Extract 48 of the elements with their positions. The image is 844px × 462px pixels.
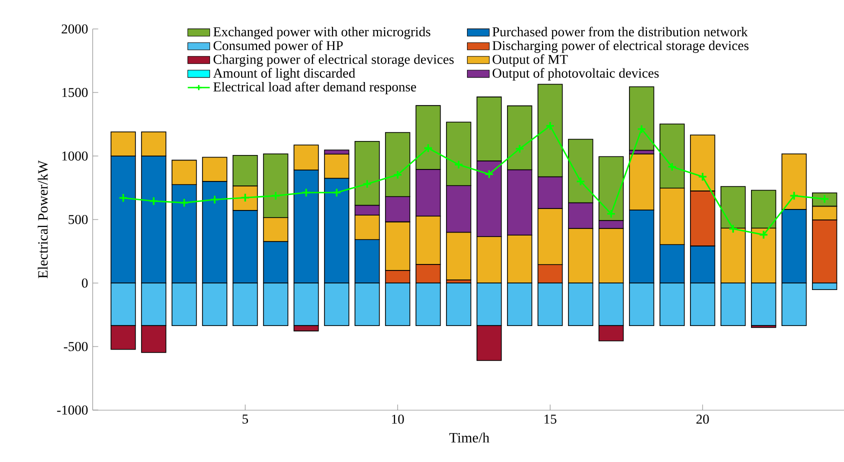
- point: [545, 121, 555, 131]
- point: [576, 176, 586, 186]
- point: [454, 160, 464, 170]
- point: [118, 193, 128, 203]
- point: [667, 162, 677, 172]
- point: [484, 170, 494, 180]
- y-tick-label: -500: [64, 342, 88, 352]
- legend-label: Discharging power of electrical storage devices: [492, 40, 749, 54]
- x-tick-label: 5: [242, 414, 248, 424]
- legend-label: Output of MT: [492, 54, 568, 67]
- y-tick-label: 0: [82, 278, 88, 288]
- point: [240, 193, 250, 203]
- x-axis-title: Time/h: [449, 432, 490, 443]
- point: [149, 196, 158, 206]
- bar: [446, 282, 472, 326]
- point: [423, 144, 433, 154]
- point: [758, 230, 768, 240]
- legend-label: Amount of light discarded: [213, 68, 356, 81]
- point: [270, 191, 280, 201]
- y-tick-label: 1000: [62, 152, 88, 161]
- point: [789, 191, 799, 201]
- point: [820, 194, 830, 204]
- point: [332, 188, 342, 198]
- legend-label: Purchased power from the distribution network: [492, 26, 748, 40]
- legend-label: Charging power of electrical storage devices: [214, 54, 454, 67]
- legend-label: Consumed power of HP: [214, 40, 343, 54]
- legend-label: Output of photovoltaic devices: [492, 68, 659, 81]
- point: [210, 195, 220, 204]
- x-tick-label: 10: [392, 414, 404, 424]
- point: [514, 144, 524, 154]
- point: [392, 170, 402, 180]
- point: [179, 198, 189, 208]
- point: [301, 188, 311, 198]
- legend-label: Exchanged power with other microgrids: [213, 27, 430, 40]
- point: [362, 179, 372, 189]
- x-tick-label: 15: [544, 414, 556, 424]
- y-tick-label: 500: [68, 215, 88, 224]
- y-axis-title: Electrical Power/kW: [38, 160, 48, 279]
- point: [636, 124, 646, 134]
- point: [606, 209, 616, 219]
- y-tick-label: 1500: [62, 88, 88, 98]
- bar: [629, 86, 654, 151]
- point: [698, 172, 708, 182]
- y-tick-label: -1000: [57, 406, 88, 415]
- x-tick-label: 20: [696, 414, 709, 424]
- legend-label: Electrical load after demand response: [213, 82, 416, 94]
- y-tick-label: 2000: [62, 24, 88, 34]
- point: [728, 224, 738, 234]
